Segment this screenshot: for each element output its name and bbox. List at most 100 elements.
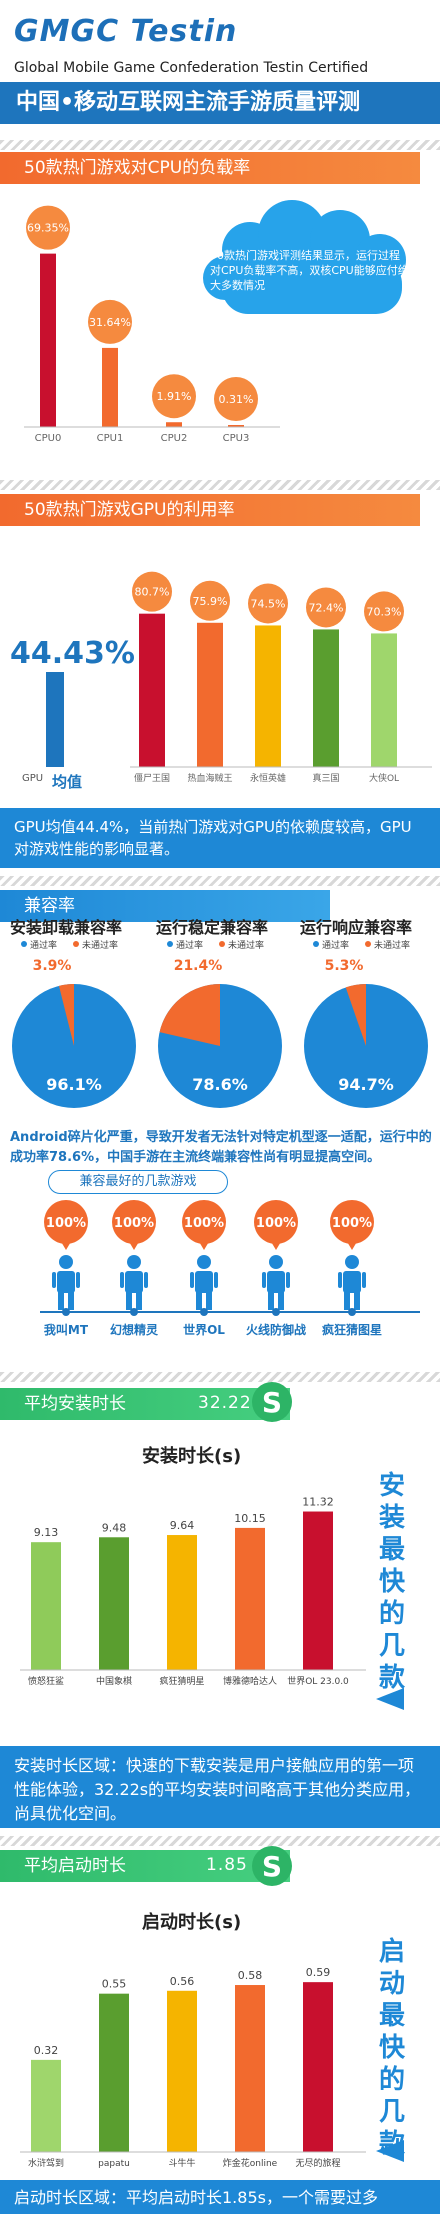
pie-fail-slice bbox=[58, 984, 74, 1046]
gpu-average-value: 44.43% bbox=[10, 636, 135, 671]
person-icon bbox=[338, 1255, 366, 1310]
gpu-value-bubble bbox=[132, 571, 172, 612]
legend-pass-swatch bbox=[21, 941, 27, 947]
startup-section-title: 平均启动时长 bbox=[0, 1850, 290, 1882]
cpu-value-label: 1.91% bbox=[157, 390, 192, 403]
gpu-value-label: 75.9% bbox=[193, 595, 228, 608]
best-game-value: 100% bbox=[332, 1216, 372, 1231]
pie-fail-slice bbox=[159, 984, 220, 1046]
startup-arrow-icon bbox=[376, 2140, 404, 2162]
best-game-value: 100% bbox=[184, 1216, 224, 1231]
startup-bar bbox=[31, 2059, 61, 2152]
gpu-bar bbox=[197, 622, 223, 767]
startup-category-label: 水浒驾到 bbox=[28, 2157, 64, 2169]
startup-bar bbox=[167, 1990, 197, 2152]
gpu-category-label: 真三国 bbox=[312, 772, 339, 784]
gpu-category-label: 热血海贼王 bbox=[187, 772, 232, 784]
divider-stripe bbox=[0, 1372, 440, 1382]
install-category-label: 中国象棋 bbox=[96, 1675, 132, 1687]
install-bar bbox=[303, 1511, 333, 1670]
startup-chart: 0.32 水浒驾到 0.55 papatu 0.56 斗牛牛 0.58 炸金花online 0.… bbox=[20, 1966, 366, 2169]
startup-average-value: 1.85 bbox=[206, 1855, 248, 1875]
cpu-value-bubble bbox=[26, 205, 70, 250]
bubble-pointer bbox=[60, 1240, 72, 1250]
startup-value-label: 0.58 bbox=[238, 1969, 263, 1982]
baseline-dot bbox=[130, 1308, 138, 1316]
best-game-value: 100% bbox=[46, 1216, 86, 1231]
install-value-label: 10.15 bbox=[234, 1512, 266, 1525]
startup-bar bbox=[303, 1982, 333, 2152]
bubble-pointer bbox=[198, 1240, 210, 1250]
startup-s-badge: S bbox=[252, 1846, 292, 1886]
best-game-bubble bbox=[330, 1200, 374, 1244]
best-compat-label: 兼容最好的几款游戏 bbox=[48, 1170, 228, 1194]
cpu-chart: 69.35% CPU0 31.64% CPU1 1.91% CPU2 0.31% CPU3 bbox=[24, 200, 406, 444]
startup-bar bbox=[235, 1985, 265, 2152]
gpu-bar bbox=[371, 633, 397, 767]
startup-value-label: 0.56 bbox=[170, 1975, 195, 1988]
gpu-bar bbox=[313, 629, 339, 767]
best-game-name: 我叫MT bbox=[44, 1322, 89, 1337]
compat-note: Android碎片化严重，导致开发者无法针对特定机型逐一适配，运行中的成功率78… bbox=[10, 1130, 432, 1165]
install-value-label: 11.32 bbox=[302, 1496, 334, 1509]
best-game-name: 火线防御战 bbox=[246, 1322, 306, 1337]
baseline-dot bbox=[62, 1308, 70, 1316]
gpu-category-label: 僵尸王国 bbox=[134, 772, 170, 784]
cpu-category-label: CPU3 bbox=[223, 433, 250, 444]
divider-stripe bbox=[0, 140, 440, 150]
gpu-section-title: 50款热门游戏GPU的利用率 bbox=[0, 494, 420, 526]
legend-fail-label: 未通过率 bbox=[82, 939, 118, 951]
gpu-average-bar bbox=[46, 672, 64, 767]
cpu-category-label: CPU0 bbox=[35, 433, 62, 444]
legend-pass-label: 通过率 bbox=[176, 939, 203, 951]
install-summary: 安装时长区域：快速的下载安装是用户接触应用的第一项性能体验，32.22s的平均安… bbox=[0, 1746, 440, 1828]
install-value-label: 9.13 bbox=[34, 1526, 59, 1539]
cpu-value-bubble bbox=[88, 299, 132, 344]
gpu-value-label: 74.5% bbox=[251, 597, 286, 610]
gpu-value-label: 70.3% bbox=[367, 605, 402, 618]
gpu-category-label: 大侠OL bbox=[369, 772, 399, 784]
pie-fail-slice bbox=[345, 984, 366, 1046]
install-average-value: 32.22 bbox=[198, 1393, 252, 1413]
legend-fail-label: 未通过率 bbox=[228, 939, 264, 951]
bubble-pointer bbox=[128, 1240, 140, 1250]
startup-category-label: 炸金花online bbox=[223, 2157, 278, 2169]
startup-bar bbox=[99, 1993, 129, 2152]
best-game-name: 世界OL bbox=[183, 1322, 225, 1337]
install-section-title: 平均安装时长 bbox=[0, 1388, 290, 1420]
legend-pass-swatch bbox=[313, 941, 319, 947]
best-game-bubble bbox=[182, 1200, 226, 1244]
testin-logo: GMGC Testin bbox=[14, 14, 238, 49]
install-category-label: 博雅德哈达人 bbox=[223, 1675, 277, 1687]
person-icon bbox=[52, 1255, 80, 1310]
install-category-label: 疯狂猜明星 bbox=[159, 1675, 204, 1687]
install-arrow-icon bbox=[376, 1688, 404, 1710]
cpu-bar bbox=[40, 253, 56, 427]
startup-category-label: papatu bbox=[98, 2159, 130, 2169]
compat-pies: 通过率 未通过率 3.9% 96.1% 通过率 未通过率 21.4% 78.6% 通过率 未通过率… bbox=[12, 939, 428, 1108]
best-games-figures: 100% 我叫MT 100% 幻想精灵 100% 世界OL 100% 火线防御战 100% 疯狂猜… bbox=[40, 1200, 420, 1337]
startup-summary: 启动时长区域：平均启动时长1.85s，一个需要过多 bbox=[0, 2180, 440, 2214]
install-bar bbox=[99, 1537, 129, 1670]
startup-s-glyph: S bbox=[262, 1850, 282, 1883]
gpu-bar bbox=[139, 613, 165, 767]
legend-fail-swatch bbox=[365, 941, 371, 947]
gpu-value-bubble bbox=[306, 587, 346, 628]
startup-side-text: 启动最快的几款 bbox=[378, 1937, 405, 2159]
cpu-bar bbox=[166, 422, 182, 427]
gpu-value-label: 72.4% bbox=[309, 601, 344, 614]
gpu-category-label: 永恒英雄 bbox=[250, 772, 286, 784]
gpu-average-label: 均值 bbox=[52, 773, 83, 791]
legend-fail-label: 未通过率 bbox=[374, 939, 410, 951]
compat-title-stability: 运行稳定兼容率 bbox=[156, 918, 269, 937]
install-category-label: 愤怒狂鲨 bbox=[28, 1675, 64, 1687]
cpu-category-label: CPU1 bbox=[97, 433, 124, 444]
best-game-bubble bbox=[254, 1200, 298, 1244]
cpu-bar bbox=[102, 347, 118, 427]
legend-pass-swatch bbox=[167, 941, 173, 947]
startup-category-label: 斗牛牛 bbox=[168, 2157, 195, 2169]
legend-fail-swatch bbox=[219, 941, 225, 947]
install-value-label: 9.48 bbox=[102, 1521, 127, 1534]
install-bar bbox=[235, 1527, 265, 1670]
